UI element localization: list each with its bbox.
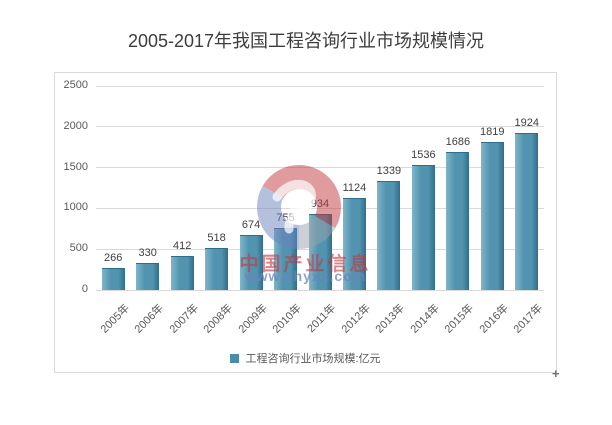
x-tick-text: 2008年 [201, 302, 236, 336]
bar-value-label: 1924 [514, 117, 539, 130]
x-tick-text: 2010年 [270, 302, 305, 336]
x-tick-text: 2006年 [132, 302, 167, 336]
x-tick-text: 2016年 [477, 302, 511, 336]
bar [480, 141, 504, 290]
legend-label: 工程咨询行业市场规模:亿元 [245, 353, 381, 365]
bar-value-label: 1686 [445, 136, 471, 149]
bar [377, 180, 401, 290]
bar-value-label: 934 [310, 197, 330, 210]
bar-value-label: 1124 [342, 182, 367, 195]
bar-value-label: 266 [104, 252, 123, 265]
bar [515, 133, 539, 290]
x-tick-text: 2005年 [98, 302, 132, 336]
y-tick-label: 0 [81, 283, 88, 295]
gridline [96, 289, 544, 291]
y-tick-label: 2000 [63, 119, 88, 132]
bar-value-label: 518 [207, 231, 226, 244]
y-tick-label: 2500 [63, 79, 88, 91]
bar [308, 213, 332, 290]
chart-title: 2005-2017年我国工程咨询行业市场规模情况 [127, 31, 485, 51]
gridline [96, 167, 544, 169]
plot-area: 266 330 412 518 674 755 934 1124 1339 1536 1686 181… [96, 85, 544, 291]
y-tick-label: 1000 [63, 201, 88, 214]
chart-box: 266 330 412 518 674 755 934 1124 1339 1536 1686 181… [54, 72, 557, 373]
bar [274, 228, 298, 290]
legend: 工程咨询行业市场规模:亿元 [55, 350, 556, 366]
x-tick-text: 2012年 [339, 302, 374, 336]
bar [446, 152, 470, 290]
bar-value-label: 1536 [411, 148, 436, 161]
cursor-crosshair-icon: + [552, 366, 560, 381]
bar-value-label: 1339 [376, 164, 402, 177]
bar [170, 256, 194, 290]
x-tick-text: 2011年 [305, 302, 339, 336]
bar [136, 263, 160, 290]
y-tick-label: 500 [69, 242, 88, 255]
x-tick-text: 2014年 [408, 302, 442, 336]
bar [411, 164, 435, 290]
y-tick-label: 1500 [63, 160, 88, 173]
bar-value-label: 330 [138, 247, 157, 260]
bar [342, 198, 366, 290]
bar [205, 247, 229, 290]
x-tick-text: 2017年 [511, 302, 546, 336]
bar-value-label: 412 [172, 240, 192, 253]
x-tick-text: 2013年 [373, 302, 408, 336]
x-tick-text: 2007年 [167, 302, 201, 336]
gridline [96, 85, 544, 87]
x-tick-text: 2015年 [442, 302, 477, 336]
bar [239, 235, 263, 290]
gridline [96, 126, 544, 128]
x-tick-text: 2009年 [236, 302, 270, 336]
bar-value-label: 755 [276, 212, 295, 225]
bar-value-label: 1819 [480, 125, 505, 138]
bar-value-label: 674 [241, 219, 261, 232]
legend-swatch-icon [230, 353, 240, 363]
bar [101, 268, 125, 290]
